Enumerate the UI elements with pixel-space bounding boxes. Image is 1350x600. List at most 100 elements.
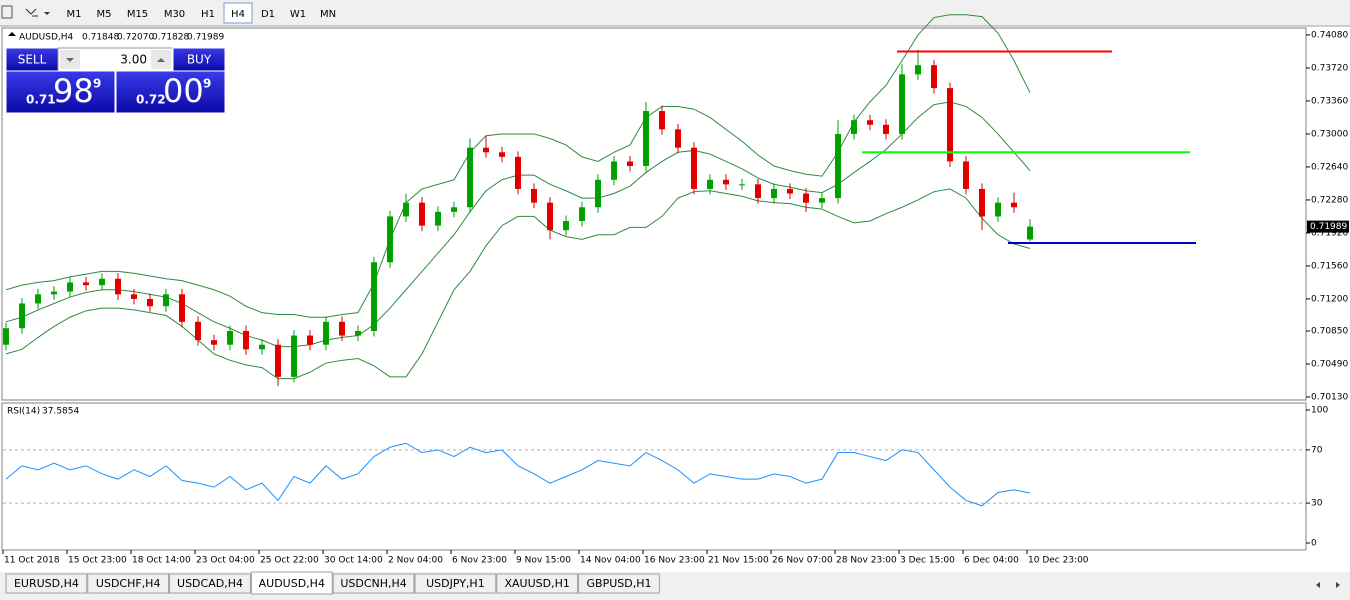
bollinger-band [5, 14, 1031, 318]
y-tick-label: 0.73000 [1311, 129, 1348, 139]
candle-body [771, 188, 777, 199]
x-tick-label: 9 Nov 15:00 [516, 556, 571, 566]
y-tick-label: 70 [1311, 445, 1323, 455]
candle-body [531, 188, 537, 203]
bid-box[interactable] [5, 70, 116, 114]
timeframe-button[interactable]: H1 [201, 9, 215, 20]
timeframe-button[interactable]: W1 [290, 9, 306, 20]
indicator-value: 37.5854 [42, 407, 79, 417]
candle-body [483, 147, 489, 153]
candle-body [467, 147, 473, 208]
candle-body [179, 294, 185, 322]
timeframe-button[interactable]: MN [320, 9, 336, 20]
y-tick-label: 0.73360 [1311, 96, 1348, 106]
y-tick-label: 0.73720 [1311, 63, 1348, 73]
y-tick-label: 30 [1311, 499, 1323, 509]
timeframe-active [223, 2, 253, 24]
tab[interactable] [332, 573, 415, 594]
timeframe-button[interactable]: H4 [231, 9, 245, 20]
ask-suffix: 9 [203, 77, 211, 91]
candle-body [947, 88, 953, 162]
candle-body [931, 65, 937, 89]
y-tick-label: 0.70850 [1311, 326, 1348, 336]
tab[interactable] [496, 573, 579, 594]
timeframe-button[interactable]: M5 [97, 9, 112, 20]
candle-body [787, 188, 793, 194]
bollinger-band [5, 188, 1031, 380]
x-tick-label: 25 Oct 22:00 [260, 556, 319, 566]
timeframe-button[interactable]: M30 [164, 9, 185, 20]
price-label-box [1307, 220, 1349, 233]
tab[interactable] [578, 573, 660, 594]
sell-label: SELL [18, 53, 47, 67]
candle-body [995, 202, 1001, 217]
rsi-line [5, 442, 1031, 507]
candle-body [899, 74, 905, 134]
candle-body [355, 330, 361, 336]
candle-body [979, 188, 985, 217]
candle-body [115, 278, 121, 295]
tab[interactable] [87, 573, 170, 594]
timeframe-button[interactable]: M1 [67, 9, 82, 20]
candle-body [307, 335, 313, 345]
candle-body [867, 120, 873, 125]
candle-body [1027, 226, 1033, 240]
x-tick-label: 10 Dec 23:00 [1028, 556, 1089, 566]
tool-icon[interactable] [25, 8, 38, 17]
candle-body [851, 120, 857, 134]
candle-body [579, 207, 585, 222]
timeframe-button[interactable]: M15 [127, 9, 148, 20]
candle-body [739, 184, 745, 186]
candle-body [387, 216, 393, 263]
ask-prefix: 0.72 [136, 93, 166, 107]
candle-body [403, 202, 409, 217]
x-tick-label: 21 Nov 15:00 [708, 556, 769, 566]
candle-body [323, 321, 329, 345]
y-tick-label: 0.70130 [1311, 392, 1348, 402]
tab-label: AUDUSD,H4 [259, 577, 325, 590]
candle-body [675, 129, 681, 148]
bid-main: 98 [53, 72, 94, 110]
candle-body [627, 161, 633, 167]
x-tick-label: 28 Nov 23:00 [836, 556, 897, 566]
candle-body [227, 330, 233, 345]
candle-body [291, 335, 297, 377]
candle-body [419, 202, 425, 226]
candle-body [51, 291, 57, 295]
rsi-pane [1, 402, 1307, 551]
candle-body [691, 147, 697, 189]
x-tick-label: 14 Nov 04:00 [580, 556, 641, 566]
candle-body [147, 298, 153, 307]
tab[interactable] [414, 573, 497, 594]
candle-body [659, 111, 665, 130]
candle-body [3, 328, 9, 345]
x-tick-label: 2 Nov 04:00 [388, 556, 443, 566]
tab-label: USDJPY,H1 [426, 577, 485, 590]
candle-body [1011, 202, 1017, 208]
x-tick-label: 15 Oct 23:00 [68, 556, 127, 566]
tab[interactable] [169, 573, 251, 594]
candle-body [371, 262, 377, 331]
quote-value: 0.72070 [117, 33, 154, 43]
candle-body [451, 207, 457, 212]
x-tick-label: 30 Oct 14:00 [324, 556, 383, 566]
tab-active[interactable] [250, 571, 333, 595]
x-tick-label: 23 Oct 04:00 [196, 556, 255, 566]
ask-box[interactable] [115, 70, 226, 114]
tool-icon[interactable] [1, 5, 13, 19]
y-tick-label: 0.74080 [1311, 30, 1348, 40]
tab[interactable] [5, 573, 88, 594]
candle-body [803, 193, 809, 203]
x-tick-label: 18 Oct 14:00 [132, 556, 191, 566]
tab-label: USDCNH,H4 [340, 577, 406, 590]
timeframe-button[interactable]: D1 [261, 9, 275, 20]
candle-body [83, 282, 89, 286]
candle-body [131, 294, 137, 299]
y-tick-label: 0.71560 [1311, 261, 1348, 271]
bid-prefix: 0.71 [26, 93, 56, 107]
candle-body [339, 321, 345, 336]
candle-body [963, 161, 969, 189]
y-tick-label: 0 [1311, 539, 1317, 549]
tab-label: USDCAD,H4 [177, 577, 243, 590]
